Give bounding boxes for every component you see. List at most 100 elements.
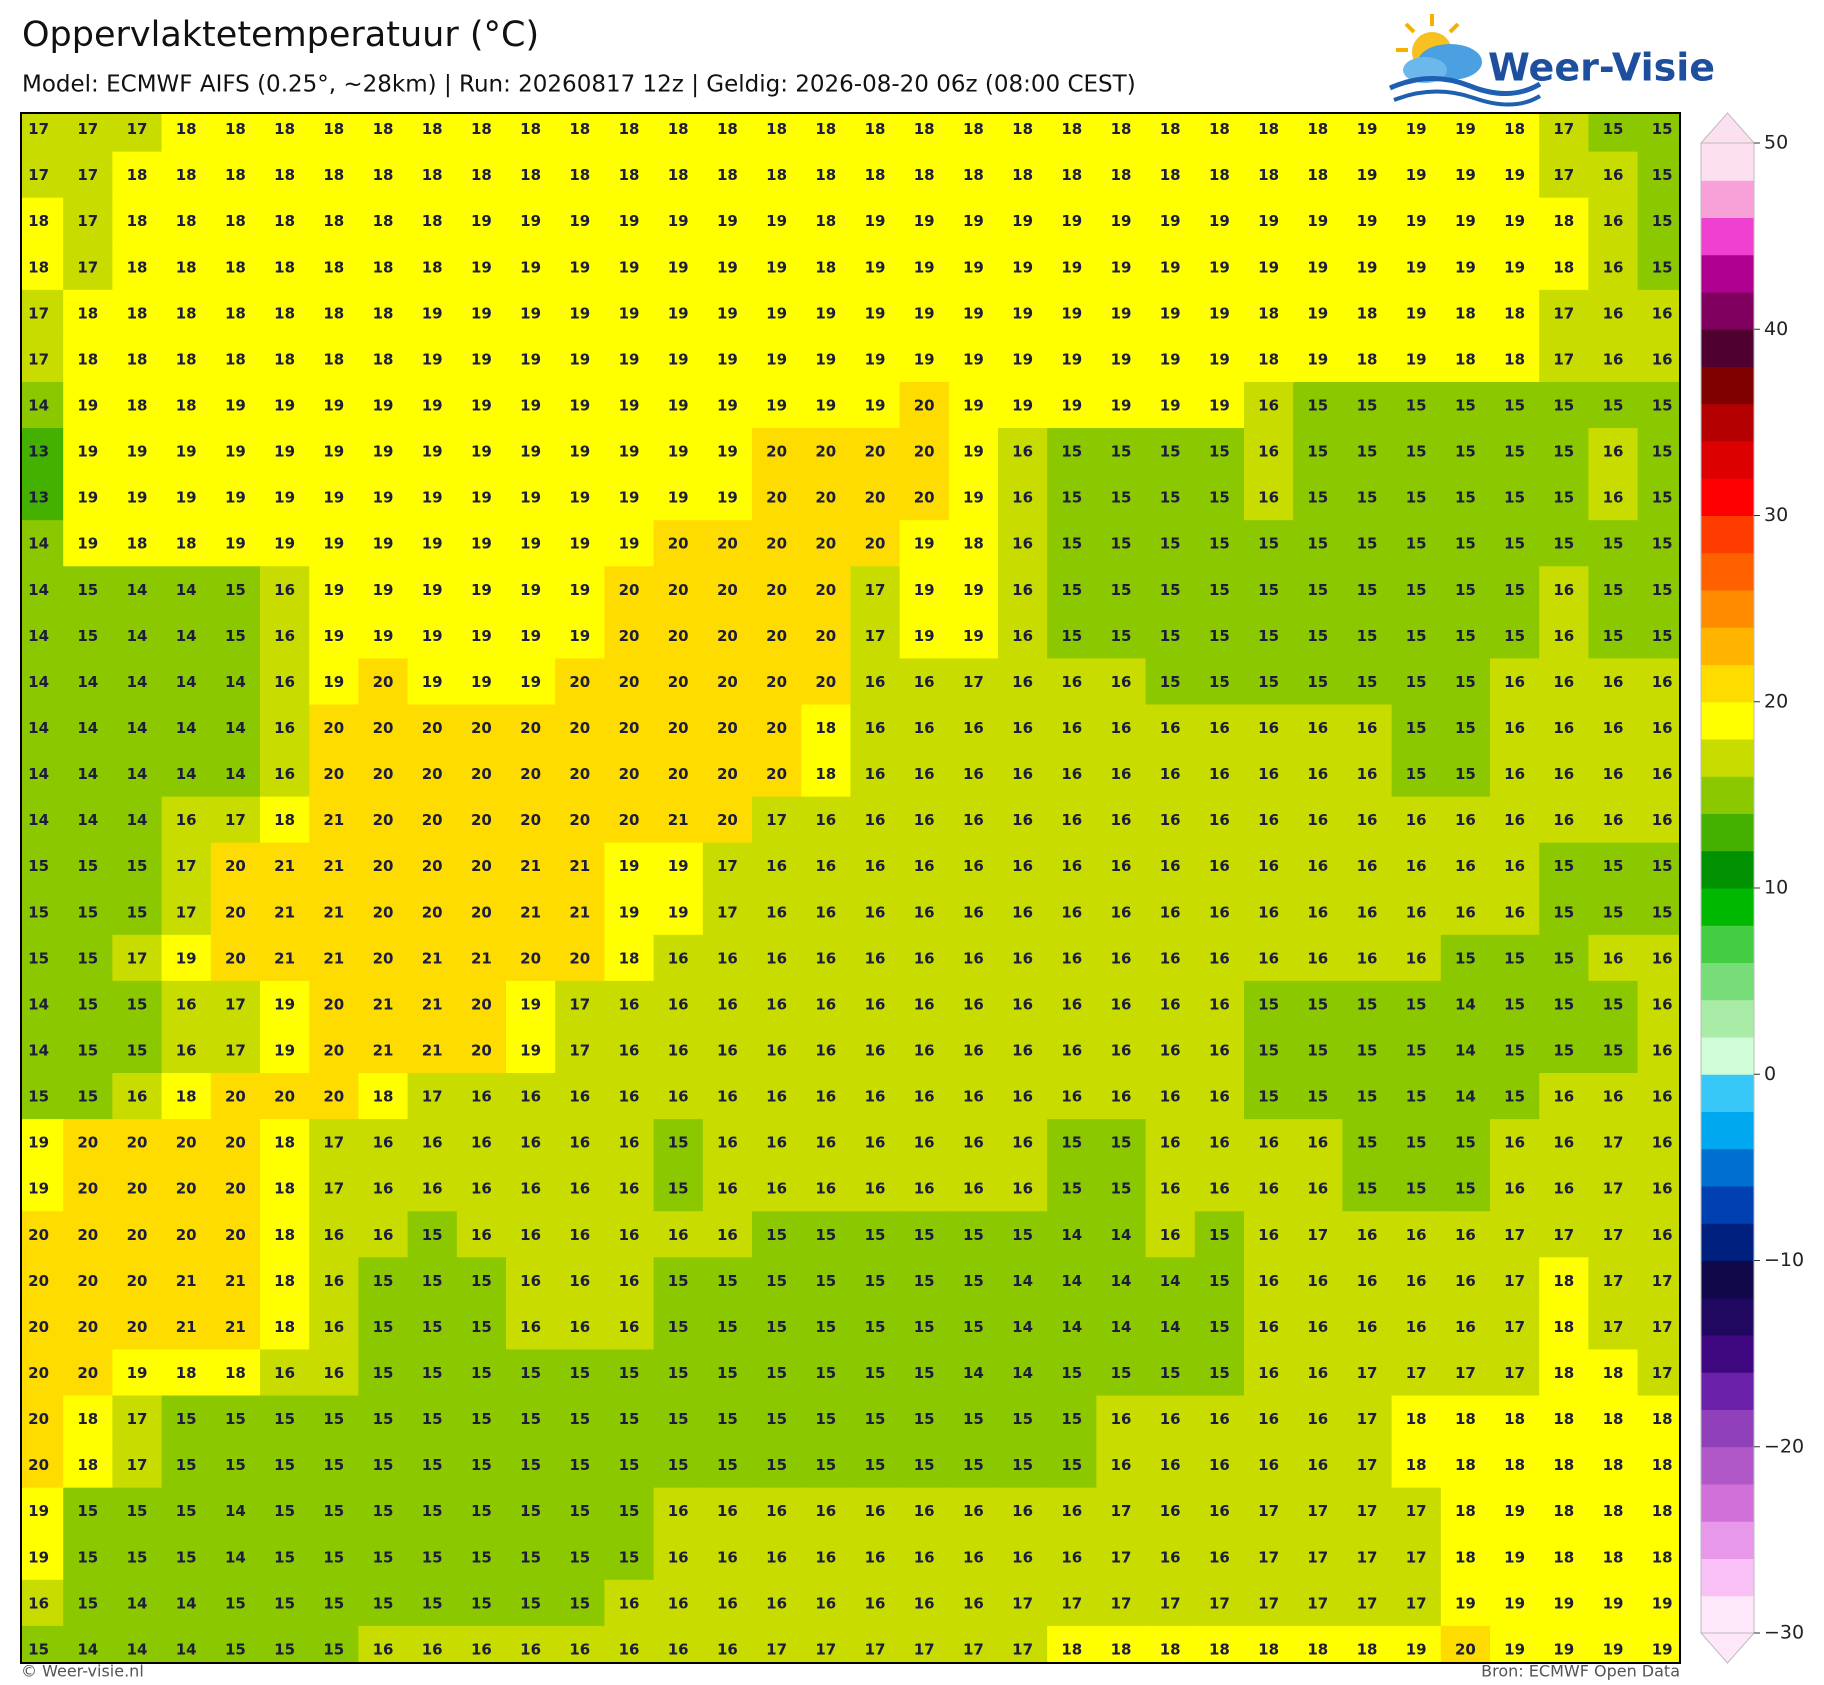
temperature-cell — [1391, 197, 1442, 245]
temperature-cell — [358, 888, 409, 936]
temperature-cell — [653, 151, 704, 199]
temperature-label: 15 — [865, 1364, 886, 1382]
colorbar-segment — [1701, 329, 1754, 367]
temperature-cell — [407, 796, 458, 844]
temperature-cell — [850, 934, 901, 982]
temperature-cell — [555, 113, 605, 153]
temperature-label: 15 — [1357, 397, 1378, 415]
temperature-cell — [112, 796, 163, 844]
temperature-cell — [407, 1303, 458, 1351]
temperature-label: 17 — [1504, 1272, 1525, 1290]
temperature-label: 19 — [569, 489, 590, 507]
temperature-label: 18 — [1455, 1410, 1476, 1428]
temperature-cell — [456, 796, 507, 844]
temperature-label: 16 — [1553, 765, 1574, 783]
temperature-cell — [309, 289, 359, 337]
temperature-cell — [309, 1073, 359, 1120]
temperature-label: 18 — [569, 120, 590, 138]
temperature-label: 16 — [1160, 765, 1181, 783]
temperature-cell — [702, 1165, 753, 1212]
temperature-cell — [1047, 1073, 1097, 1120]
temperature-label: 18 — [127, 166, 148, 184]
temperature-label: 19 — [28, 1548, 49, 1566]
temperature-cell — [1440, 704, 1491, 752]
temperature-label: 17 — [1406, 1364, 1427, 1382]
temperature-label: 16 — [1111, 1042, 1132, 1060]
temperature-cell — [850, 1349, 901, 1397]
temperature-label: 15 — [815, 1272, 836, 1290]
temperature-cell — [752, 335, 802, 383]
temperature-label: 16 — [815, 903, 836, 921]
temperature-cell — [1637, 1211, 1680, 1258]
temperature-cell — [63, 520, 113, 567]
temperature-cell — [210, 658, 261, 706]
temperature-label: 15 — [1406, 673, 1427, 691]
temperature-label: 17 — [717, 857, 738, 875]
temperature-cell — [948, 1119, 999, 1166]
temperature-label: 16 — [1012, 765, 1033, 783]
temperature-label: 19 — [865, 258, 886, 276]
temperature-cell — [1637, 750, 1680, 798]
temperature-cell — [358, 612, 409, 660]
temperature-label: 15 — [1504, 627, 1525, 645]
temperature-cell — [1096, 1349, 1147, 1397]
colorbar-segment — [1701, 1260, 1754, 1299]
temperature-cell — [998, 1073, 1048, 1120]
temperature-cell — [555, 381, 605, 429]
temperature-cell — [1194, 796, 1245, 844]
temperature-cell — [506, 1026, 556, 1074]
temperature-label: 18 — [225, 120, 246, 138]
temperature-label: 19 — [323, 397, 344, 415]
temperature-cell — [1194, 1026, 1245, 1074]
temperature-cell — [850, 796, 901, 844]
temperature-label: 15 — [1652, 857, 1673, 875]
colorbar-segment — [1701, 1595, 1754, 1634]
temperature-cell — [1194, 704, 1245, 752]
temperature-label: 16 — [865, 1042, 886, 1060]
temperature-label: 19 — [619, 489, 640, 507]
temperature-cell — [702, 750, 753, 798]
temperature-label: 15 — [323, 1640, 344, 1658]
temperature-label: 14 — [1111, 1272, 1132, 1290]
temperature-cell — [1539, 1487, 1589, 1535]
temperature-cell — [948, 1165, 999, 1212]
temperature-cell — [309, 474, 359, 521]
temperature-cell — [1539, 566, 1589, 613]
temperature-label: 19 — [1504, 1502, 1525, 1520]
temperature-cell — [1391, 428, 1442, 475]
temperature-cell — [210, 888, 261, 936]
temperature-cell — [1145, 151, 1196, 199]
temperature-label: 18 — [1553, 1548, 1574, 1566]
temperature-cell — [899, 1487, 950, 1535]
temperature-label: 19 — [569, 212, 590, 230]
temperature-cell — [210, 566, 261, 613]
temperature-cell — [407, 1395, 458, 1443]
temperature-label: 15 — [1357, 489, 1378, 507]
temperature-cell — [1440, 980, 1491, 1028]
temperature-label: 15 — [1258, 535, 1279, 553]
temperature-cell — [309, 1533, 359, 1581]
temperature-label: 16 — [373, 1180, 394, 1198]
temperature-label: 19 — [1652, 1594, 1673, 1612]
temperature-label: 15 — [1504, 397, 1525, 415]
temperature-label: 18 — [373, 120, 394, 138]
temperature-label: 20 — [422, 903, 443, 921]
temperature-cell — [702, 566, 753, 613]
temperature-cell — [850, 1026, 901, 1074]
temperature-cell — [604, 289, 655, 337]
temperature-cell — [850, 1303, 901, 1351]
temperature-cell — [948, 888, 999, 936]
temperature-label: 19 — [717, 258, 738, 276]
temperature-label: 19 — [225, 489, 246, 507]
temperature-label: 16 — [1160, 719, 1181, 737]
temperature-cell — [1440, 1211, 1491, 1258]
temperature-cell — [1588, 151, 1639, 199]
temperature-cell — [1539, 612, 1589, 660]
temperature-cell — [63, 1211, 113, 1258]
temperature-cell — [161, 934, 212, 982]
temperature-label: 15 — [1406, 397, 1427, 415]
temperature-label: 20 — [766, 489, 787, 507]
temperature-label: 16 — [1258, 1318, 1279, 1336]
temperature-label: 15 — [1603, 627, 1624, 645]
temperature-label: 17 — [28, 166, 49, 184]
